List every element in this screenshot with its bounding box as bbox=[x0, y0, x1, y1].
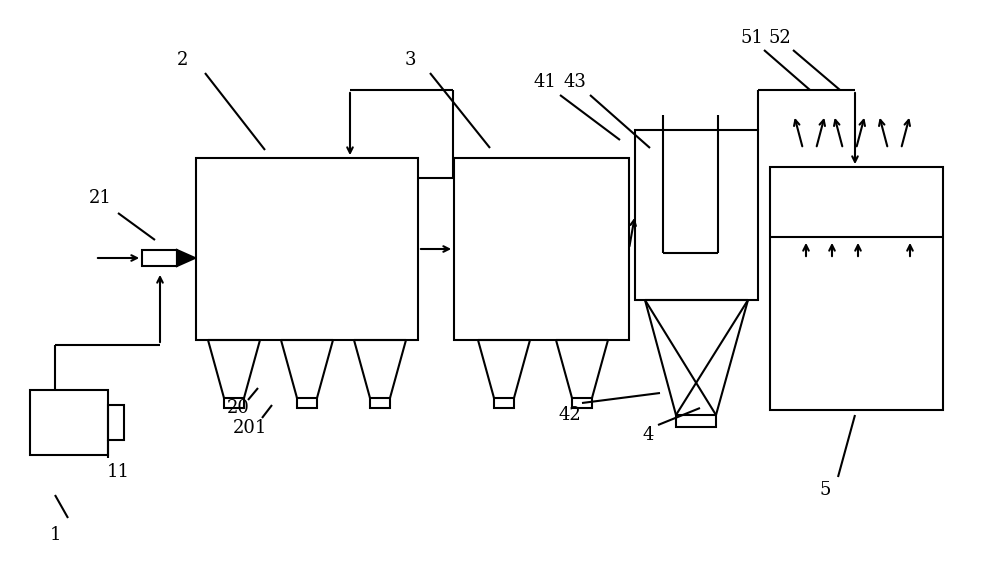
Bar bbox=[142, 250, 177, 266]
Text: 2: 2 bbox=[177, 51, 189, 69]
Bar bbox=[676, 415, 716, 427]
Bar bbox=[454, 158, 629, 340]
Text: 43: 43 bbox=[564, 73, 586, 91]
Bar bbox=[770, 167, 943, 410]
Text: 42: 42 bbox=[559, 406, 581, 424]
Bar bbox=[635, 130, 758, 300]
Bar bbox=[297, 398, 317, 408]
Bar bbox=[108, 405, 124, 440]
Bar bbox=[494, 398, 514, 408]
Bar bbox=[370, 398, 390, 408]
Text: 3: 3 bbox=[404, 51, 416, 69]
Text: 21: 21 bbox=[89, 189, 111, 207]
Text: 5: 5 bbox=[819, 481, 831, 499]
Bar bbox=[30, 390, 108, 455]
Text: 1: 1 bbox=[49, 526, 61, 544]
Polygon shape bbox=[177, 250, 195, 266]
Bar bbox=[224, 398, 244, 408]
Bar bbox=[196, 158, 418, 340]
Text: 52: 52 bbox=[769, 29, 791, 47]
Text: 51: 51 bbox=[741, 29, 763, 47]
Text: 4: 4 bbox=[642, 426, 654, 444]
Bar bbox=[572, 398, 592, 408]
Text: 11: 11 bbox=[106, 463, 130, 481]
Text: 20: 20 bbox=[227, 399, 249, 417]
Text: 201: 201 bbox=[233, 419, 267, 437]
Text: 41: 41 bbox=[534, 73, 556, 91]
